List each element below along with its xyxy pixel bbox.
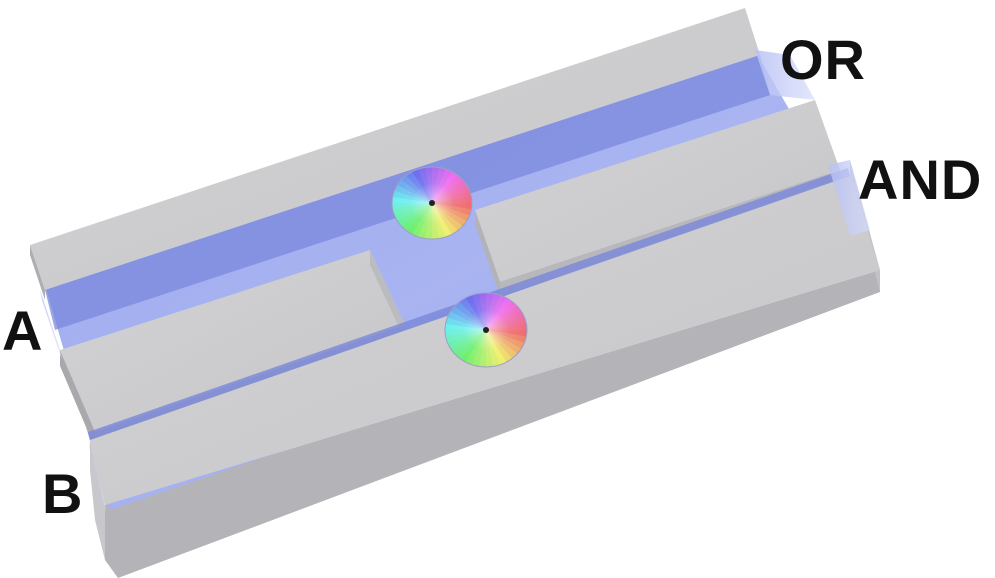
divider-left-top: [60, 250, 405, 432]
input-a-label: A: [2, 299, 44, 362]
divider-right-end: [475, 210, 500, 296]
input-b-label: B: [42, 462, 84, 525]
lower-resonator: [444, 292, 528, 368]
base-front-face: [105, 270, 880, 578]
output-or-label: OR: [780, 28, 866, 91]
upper-resonator: [391, 166, 473, 240]
back-wall-edge: [30, 245, 45, 300]
left-end-window-b: [88, 440, 107, 515]
divider-right-top: [475, 100, 840, 282]
right-end-window-and: [828, 160, 870, 236]
right-end-window-or: [755, 50, 815, 100]
divider-left-end: [370, 250, 405, 340]
front-wall-left-end: [90, 440, 105, 560]
back-wall-top: [30, 8, 760, 290]
divider-left-left-edge: [60, 350, 95, 448]
left-end-window-a: [40, 290, 62, 360]
output-and-label: AND: [858, 148, 983, 211]
